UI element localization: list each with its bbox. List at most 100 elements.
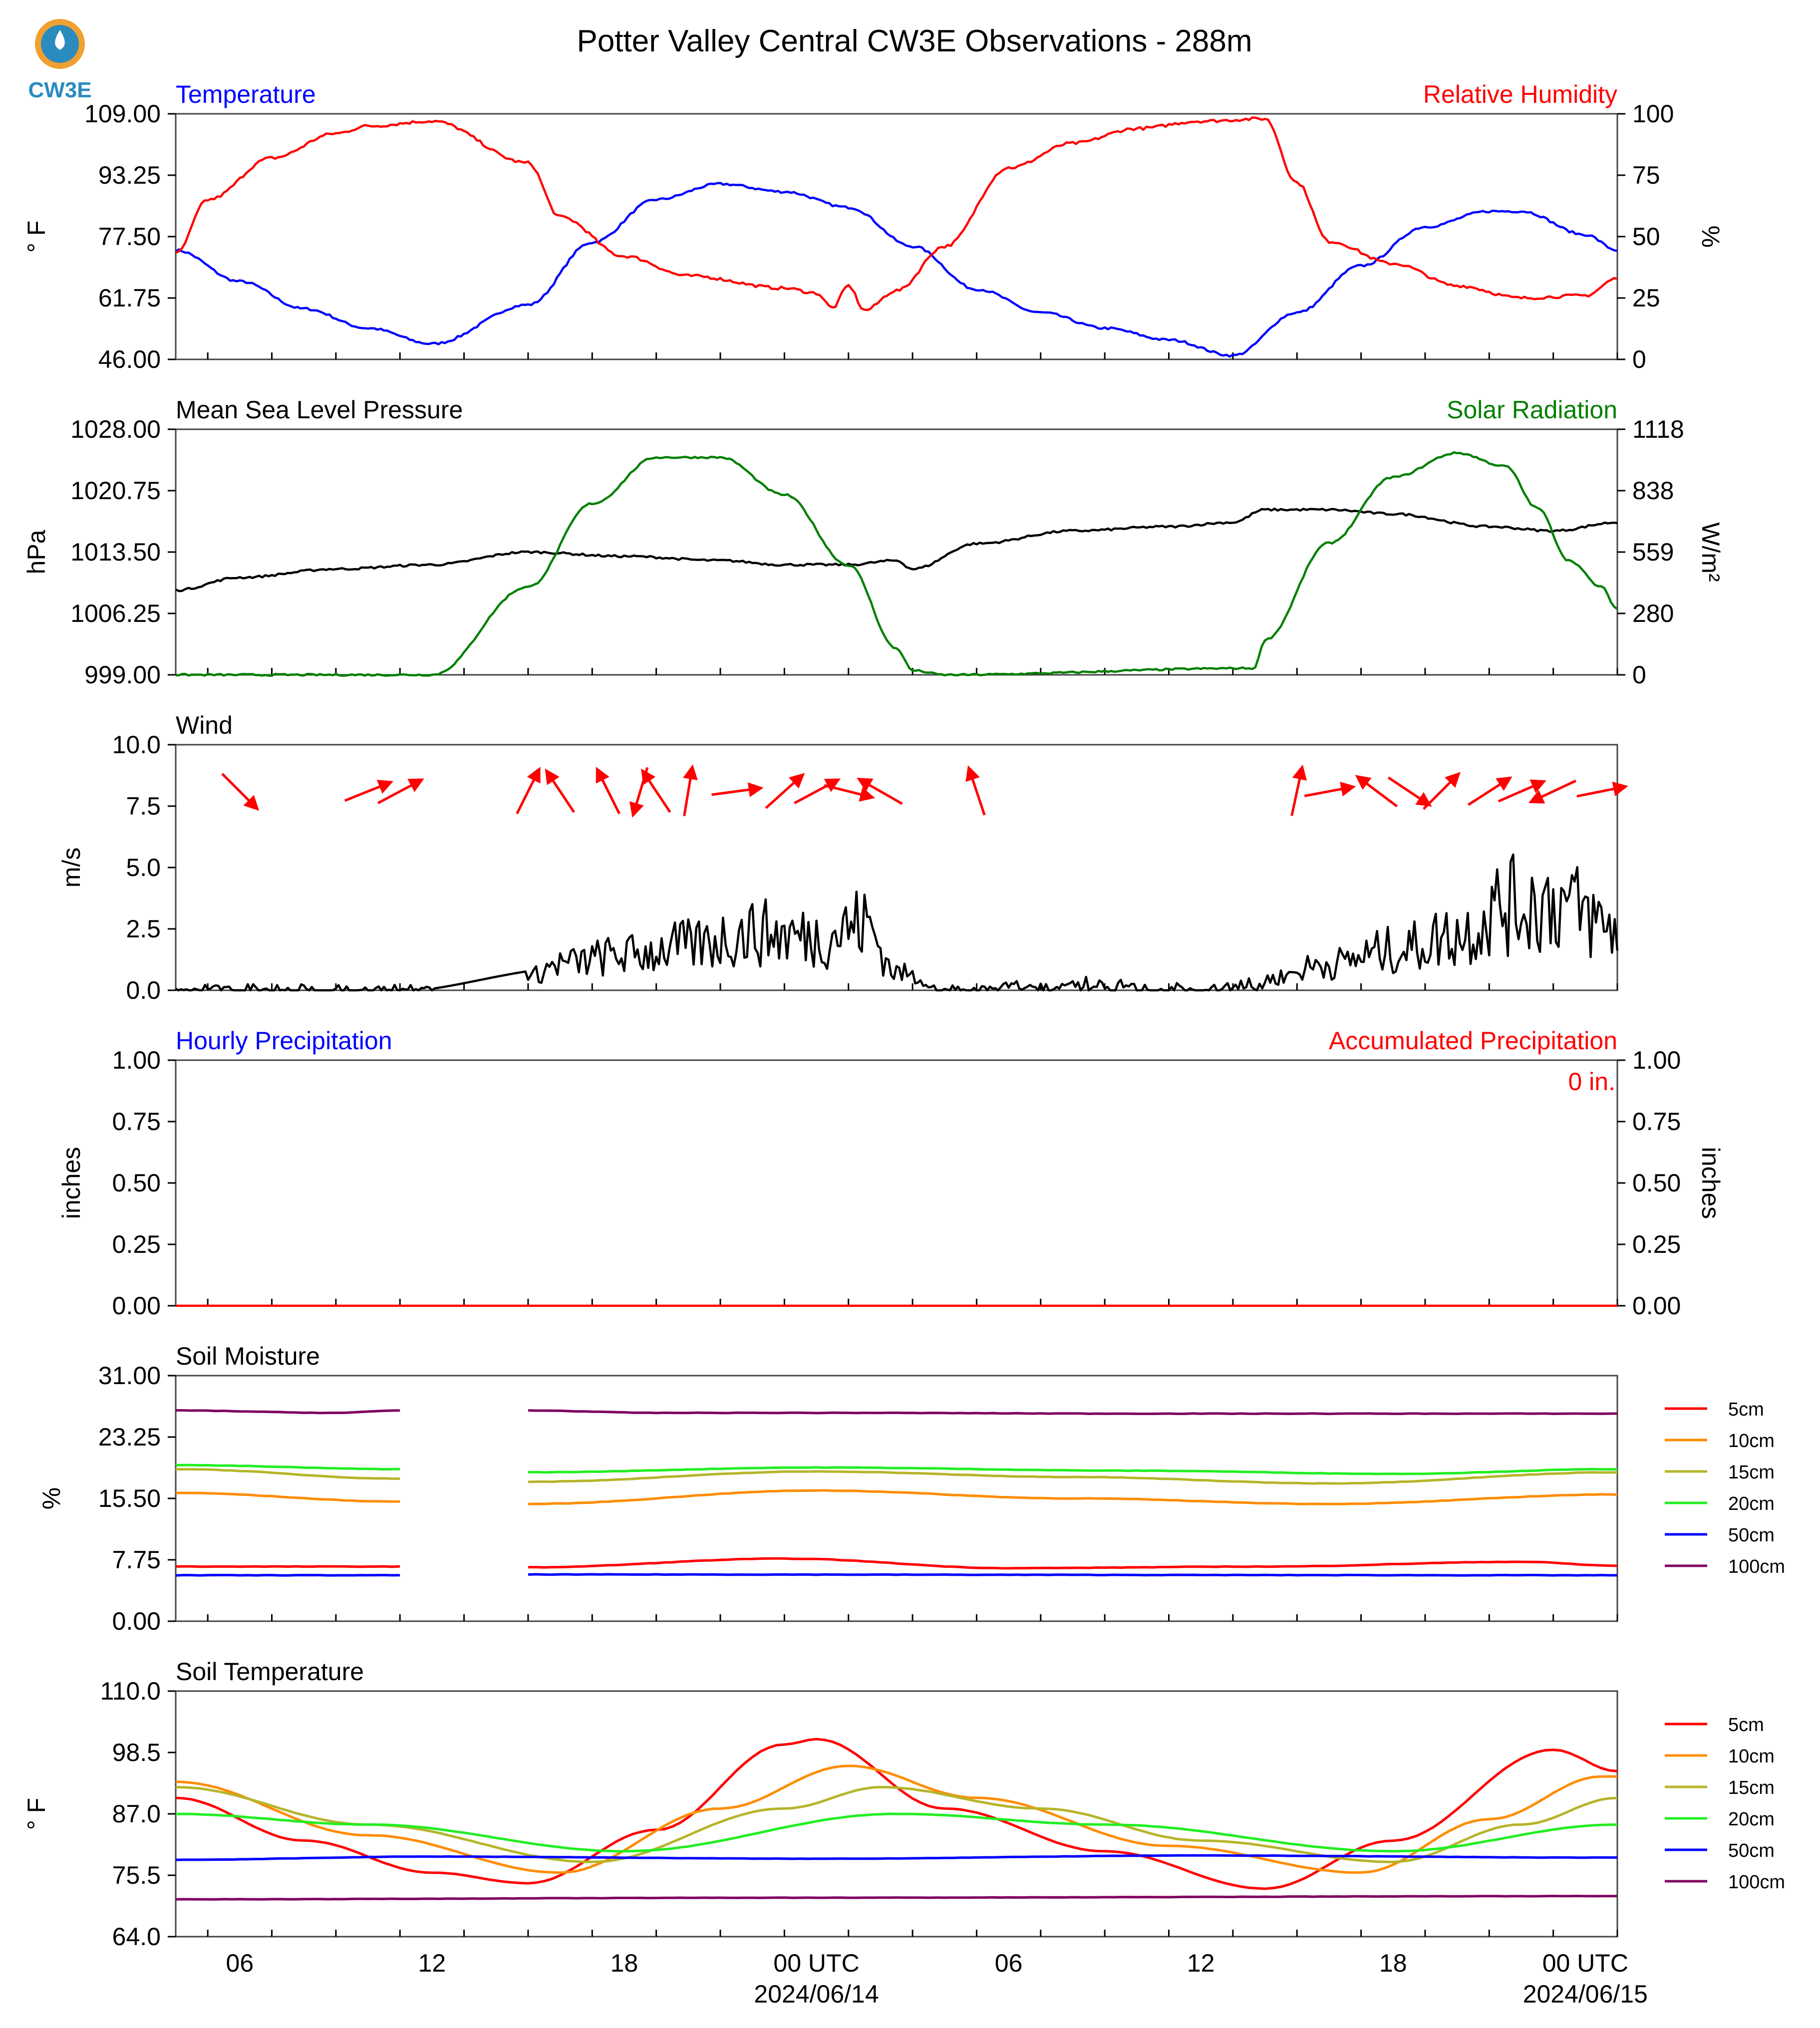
y-tick-label: 0.75 <box>112 1108 161 1136</box>
y-tick-label: 0.0 <box>126 976 161 1004</box>
panel-wind: Wind 0.0 2.5 5.0 7.5 10.0 m/s <box>57 711 1628 1004</box>
legend-label: 50cm <box>1728 1840 1775 1861</box>
y-tick-label: 5.0 <box>126 854 161 881</box>
wind-arrow <box>545 768 575 813</box>
wind-arrow <box>1528 779 1576 804</box>
y2-tick-label: 1118 <box>1632 415 1684 443</box>
y-tick-label: 75.5 <box>112 1861 161 1889</box>
wind-arrow <box>641 768 671 813</box>
plot-frame <box>175 428 1618 676</box>
y-tick-label: 46.00 <box>98 345 161 373</box>
series-line-100cm <box>175 1409 1618 1416</box>
series-line-15cm <box>175 1468 1618 1485</box>
y-axis-label: hPa <box>22 530 50 574</box>
panel-title-right: Accumulated Precipitation <box>1329 1027 1617 1055</box>
panel-title-right: Solar Radiation <box>1447 396 1617 424</box>
logo-text: CW3E <box>28 78 91 102</box>
droplet-icon <box>55 30 65 50</box>
y2-axis-label: inches <box>1697 1147 1725 1219</box>
legend-label: 10cm <box>1728 1431 1775 1451</box>
series-line-100cm <box>175 1895 1618 1901</box>
panel-title-left: Temperature <box>176 80 316 108</box>
wind-arrow <box>1498 779 1546 803</box>
y2-tick-label: 1.00 <box>1632 1046 1681 1074</box>
series-line-20cm <box>175 1463 1617 1475</box>
y-tick-label: 2.5 <box>126 915 161 943</box>
wind-arrow <box>1290 764 1307 816</box>
accumulated-value: 0 in. <box>1568 1068 1615 1096</box>
legend-label: 5cm <box>1728 1399 1764 1420</box>
y-axis-label: inches <box>57 1147 85 1219</box>
y2-tick-label: 100 <box>1632 100 1674 128</box>
y-tick-label: 110.0 <box>100 1677 161 1705</box>
panel-title-left: Wind <box>176 711 233 739</box>
wind-arrow <box>824 784 876 802</box>
y-axis-label: ° F <box>22 221 50 253</box>
legend-label: 15cm <box>1728 1777 1775 1798</box>
x-tick-label: 18 <box>610 1949 638 1977</box>
wind-arrow <box>377 778 424 805</box>
y-tick-label: 1006.25 <box>70 599 161 627</box>
y2-tick-label: 0 <box>1632 345 1646 373</box>
legend: 5cm 10cm 15cm 20cm 50cm 100cm <box>1665 1399 1785 1577</box>
series-line-50cm <box>175 1854 1618 1861</box>
y-tick-label: 7.75 <box>112 1546 161 1574</box>
y2-tick-label: 0.25 <box>1632 1230 1681 1258</box>
wind-arrow <box>1576 781 1628 798</box>
x-tick-label: 12 <box>1187 1949 1215 1977</box>
y-tick-label: 109.00 <box>84 100 161 128</box>
legend-label: 20cm <box>1728 1493 1775 1514</box>
series-line-left <box>175 507 1618 592</box>
y2-tick-label: 0.50 <box>1632 1169 1681 1197</box>
legend-label: 10cm <box>1728 1746 1775 1767</box>
y-tick-label: 23.25 <box>98 1423 161 1451</box>
wind-arrow <box>1467 776 1513 806</box>
y-tick-label: 77.50 <box>98 223 161 251</box>
wind-arrow <box>1304 782 1356 798</box>
y2-axis-label: W/m² <box>1697 522 1725 581</box>
wind-arrow <box>516 767 541 815</box>
wind-arrow <box>965 765 986 816</box>
series-line-20cm <box>175 1812 1618 1853</box>
panel-title-left: Hourly Precipitation <box>176 1027 392 1055</box>
series-line-left <box>175 182 1618 358</box>
y-tick-label: 1013.50 <box>70 538 161 566</box>
wind-arrow <box>596 767 620 815</box>
y-tick-label: 93.25 <box>98 161 161 189</box>
y-tick-label: 87.0 <box>112 1800 161 1828</box>
legend-label: 50cm <box>1728 1525 1775 1546</box>
cw3e-logo: CW3E <box>28 19 92 102</box>
y2-tick-label: 50 <box>1632 223 1660 251</box>
wind-arrow <box>857 778 903 805</box>
series-line-0 <box>175 853 1619 992</box>
y-tick-label: 1.00 <box>112 1046 161 1074</box>
series-line-right <box>175 116 1618 311</box>
y2-tick-label: 0.00 <box>1632 1292 1681 1320</box>
x-tick-label: 18 <box>1379 1949 1407 1977</box>
x-date-label: 2024/06/14 <box>754 1980 879 2008</box>
panel-soil-temperature: Soil Temperature 64.0 75.5 87.0 98.5 110.0 ° F… <box>22 1658 1785 2008</box>
y-tick-label: 61.75 <box>98 284 161 312</box>
y2-axis-label: % <box>1697 226 1725 248</box>
panel-title-right: Relative Humidity <box>1423 80 1617 108</box>
legend-label: 15cm <box>1728 1462 1775 1483</box>
series-line-10cm <box>175 1764 1618 1874</box>
series-line-right <box>175 451 1618 677</box>
wind-arrow <box>1422 772 1461 810</box>
plot-frame <box>175 744 1618 991</box>
y-tick-label: 31.00 <box>98 1362 161 1390</box>
panel-temperature-humidity: Temperature Relative Humidity 46.00 61.75 77… <box>22 80 1725 373</box>
legend-label: 100cm <box>1728 1556 1785 1577</box>
wind-arrow <box>794 778 841 805</box>
series-line-50cm <box>175 1573 1617 1577</box>
x-tick-label: 00 UTC <box>773 1949 859 1977</box>
plot-layer: Temperature Relative Humidity 46.00 61.75 77… <box>22 80 1785 2008</box>
legend-label: 5cm <box>1728 1715 1764 1736</box>
y2-tick-label: 280 <box>1632 599 1674 627</box>
y-axis-label: m/s <box>57 848 85 888</box>
legend-label: 20cm <box>1728 1809 1775 1830</box>
y-tick-label: 98.5 <box>112 1738 161 1766</box>
y-tick-label: 0.25 <box>112 1230 161 1258</box>
panel-title-left: Mean Sea Level Pressure <box>176 396 463 424</box>
x-tick-label: 12 <box>418 1949 446 1977</box>
